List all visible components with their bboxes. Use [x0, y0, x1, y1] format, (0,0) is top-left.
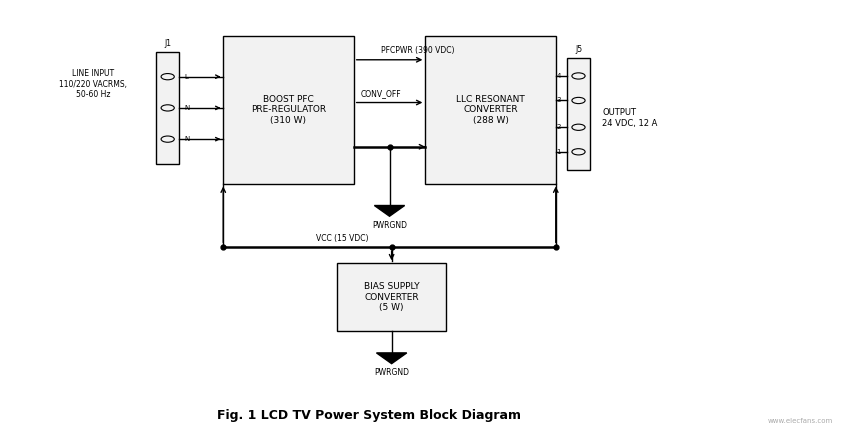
Text: N: N	[185, 136, 190, 142]
Text: Fig. 1 LCD TV Power System Block Diagram: Fig. 1 LCD TV Power System Block Diagram	[217, 409, 521, 422]
Text: PWRGND: PWRGND	[375, 368, 409, 378]
Text: www.elecfans.com: www.elecfans.com	[768, 418, 833, 424]
Text: 3: 3	[557, 97, 561, 103]
Text: PFCPWR (390 VDC): PFCPWR (390 VDC)	[381, 46, 454, 55]
Text: BOOST PFC
PRE-REGULATOR
(310 W): BOOST PFC PRE-REGULATOR (310 W)	[251, 95, 326, 125]
Text: 4: 4	[557, 73, 561, 79]
Text: LINE INPUT
110/220 VACRMS,
50-60 Hz: LINE INPUT 110/220 VACRMS, 50-60 Hz	[58, 69, 127, 99]
Text: CONV_OFF: CONV_OFF	[361, 89, 401, 98]
Text: VCC (15 VDC): VCC (15 VDC)	[316, 234, 369, 243]
Bar	[337, 263, 447, 331]
Text: 1: 1	[557, 149, 561, 155]
Bar	[425, 36, 556, 184]
Polygon shape	[375, 206, 405, 216]
Text: BIAS SUPPLY
CONVERTER
(5 W): BIAS SUPPLY CONVERTER (5 W)	[364, 282, 419, 312]
Bar	[155, 52, 180, 164]
Text: N: N	[185, 105, 190, 111]
Bar	[223, 36, 354, 184]
Bar	[567, 58, 590, 170]
Text: PWRGND: PWRGND	[372, 221, 407, 230]
Text: L: L	[185, 74, 188, 80]
Text: 2: 2	[557, 124, 561, 130]
Polygon shape	[376, 353, 407, 364]
Text: LLC RESONANT
CONVERTER
(288 W): LLC RESONANT CONVERTER (288 W)	[456, 95, 525, 125]
Text: OUTPUT
24 VDC, 12 A: OUTPUT 24 VDC, 12 A	[602, 108, 657, 128]
Text: J5: J5	[575, 45, 582, 54]
Text: J1: J1	[164, 39, 171, 48]
